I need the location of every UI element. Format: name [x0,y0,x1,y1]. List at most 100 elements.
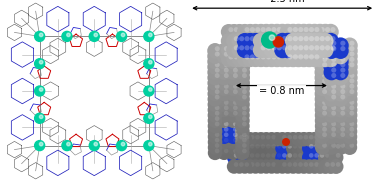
Circle shape [215,89,219,94]
Circle shape [242,73,247,78]
Circle shape [271,162,276,167]
Circle shape [225,54,241,69]
Circle shape [277,162,281,167]
Circle shape [67,33,70,37]
Circle shape [40,142,43,146]
Circle shape [293,162,297,167]
Circle shape [208,129,222,144]
Circle shape [207,43,223,59]
Circle shape [239,54,244,60]
Circle shape [333,91,348,107]
Circle shape [226,130,241,144]
Circle shape [333,43,349,59]
Circle shape [330,153,335,158]
Circle shape [216,54,232,69]
Circle shape [325,153,330,158]
Circle shape [331,132,336,137]
Circle shape [325,135,330,140]
Circle shape [349,68,354,73]
Circle shape [303,144,308,149]
Circle shape [322,46,327,51]
Circle shape [266,162,271,167]
Circle shape [242,143,247,148]
Circle shape [331,100,336,105]
Circle shape [224,143,228,148]
Circle shape [309,36,314,41]
Circle shape [242,105,247,110]
Circle shape [224,62,229,67]
Circle shape [314,162,319,167]
Circle shape [208,119,222,133]
Circle shape [248,150,263,165]
Circle shape [239,144,244,149]
Circle shape [242,111,247,116]
Circle shape [216,48,232,64]
Circle shape [237,33,253,49]
Circle shape [225,59,241,75]
Circle shape [330,36,336,41]
Circle shape [331,78,336,83]
Circle shape [309,27,314,32]
Circle shape [314,43,331,59]
Circle shape [286,132,300,147]
Circle shape [235,92,250,107]
Circle shape [226,108,241,123]
Circle shape [298,27,303,32]
Circle shape [324,102,339,118]
Circle shape [307,150,322,165]
Circle shape [309,144,314,149]
Circle shape [322,62,327,67]
Circle shape [35,113,44,123]
Circle shape [250,162,254,167]
Circle shape [322,84,327,89]
Circle shape [266,45,271,50]
Circle shape [307,33,323,49]
Circle shape [340,100,345,105]
Circle shape [320,54,325,60]
Circle shape [228,45,233,50]
Circle shape [224,52,229,57]
Circle shape [144,141,154,151]
Circle shape [242,68,247,73]
Circle shape [286,159,300,174]
Circle shape [342,54,358,70]
Circle shape [234,48,250,64]
Circle shape [224,122,228,126]
Circle shape [314,75,330,91]
Circle shape [349,143,354,148]
Circle shape [243,141,257,155]
Circle shape [282,144,287,149]
Circle shape [225,70,241,85]
Circle shape [333,37,349,54]
Circle shape [207,86,222,101]
Circle shape [269,42,285,58]
Circle shape [149,115,152,118]
Circle shape [322,143,327,148]
Circle shape [215,46,220,51]
Circle shape [315,124,330,139]
Circle shape [215,84,219,89]
Circle shape [255,27,261,32]
Circle shape [349,105,354,110]
Circle shape [233,149,238,153]
Circle shape [349,132,354,137]
Circle shape [314,54,319,60]
Circle shape [265,141,279,155]
Circle shape [324,86,339,102]
Circle shape [282,135,287,140]
Circle shape [297,159,311,174]
Circle shape [35,31,44,41]
Circle shape [298,45,303,50]
Circle shape [340,89,345,94]
Circle shape [333,48,349,64]
Circle shape [323,159,338,174]
Circle shape [270,159,284,174]
Circle shape [293,36,298,41]
Circle shape [291,132,306,147]
Circle shape [233,132,238,137]
Circle shape [293,27,298,32]
Circle shape [315,102,330,118]
Circle shape [322,121,327,126]
Circle shape [215,122,219,126]
Circle shape [35,86,44,96]
